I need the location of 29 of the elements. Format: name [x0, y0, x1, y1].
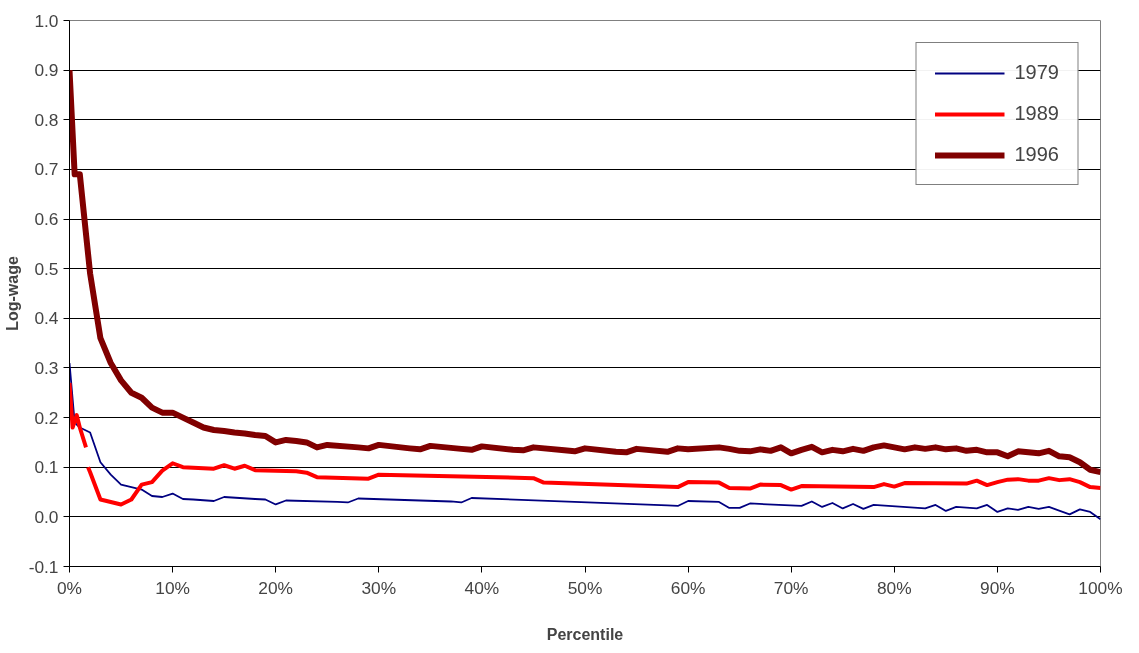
y-tick-label: -0.1 [28, 556, 59, 577]
x-tick-label: 10% [155, 577, 190, 598]
y-tick-label: 0.0 [34, 506, 59, 527]
x-tick-label: 20% [258, 577, 294, 598]
x-tick-label: 0% [56, 577, 83, 598]
x-tick-label: 40% [464, 577, 500, 598]
legend-label: 1979 [1014, 61, 1059, 84]
x-axis-title: Percentile [546, 625, 624, 643]
x-tick-label: 80% [876, 577, 912, 598]
y-tick-label: 0.1 [34, 457, 59, 478]
y-tick-label: 0.6 [34, 209, 59, 230]
y-tick-label: 0.8 [34, 109, 59, 130]
y-tick-label: 0.5 [34, 258, 59, 279]
x-tick-label: 30% [361, 577, 397, 598]
y-tick-label: 0.2 [34, 407, 59, 428]
line-series [69, 362, 1101, 521]
x-tick-label: 60% [670, 577, 706, 598]
y-axis-title: Log-wage [3, 256, 21, 331]
legend-label: 1989 [1014, 102, 1059, 125]
legend-label: 1996 [1014, 143, 1059, 166]
x-tick-label: 70% [773, 577, 809, 598]
x-tick-label: 90% [980, 577, 1015, 598]
y-tick-label: 0.4 [34, 308, 59, 329]
y-tick-label: 1.0 [34, 10, 59, 31]
y-tick-label: 0.9 [34, 60, 59, 81]
y-tick-label: 0.3 [34, 357, 59, 378]
x-tick-label: 50% [567, 577, 603, 598]
x-tick-label: 100% [1078, 577, 1123, 598]
y-tick-label: 0.7 [34, 159, 59, 180]
